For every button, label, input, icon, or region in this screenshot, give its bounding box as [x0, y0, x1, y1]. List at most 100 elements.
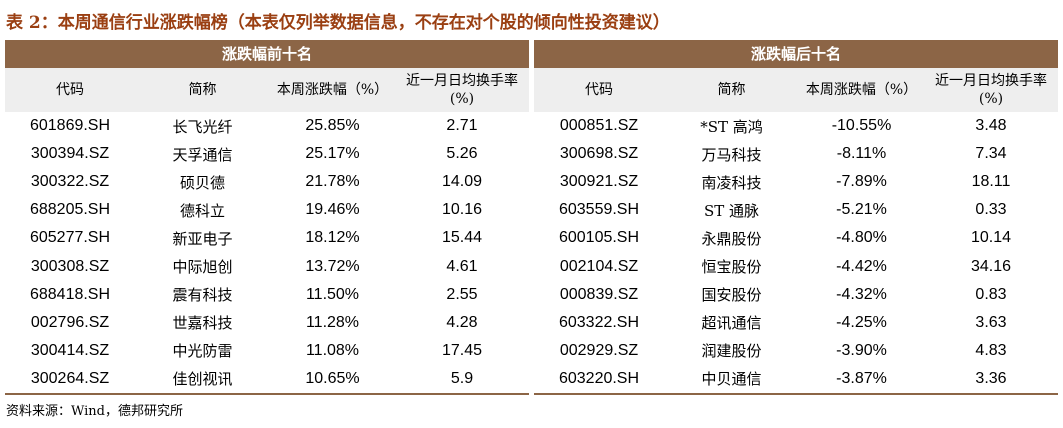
table-cell: 300322.SZ: [30, 173, 110, 191]
table-cell: 德科立: [179, 201, 225, 220]
table-row: 603220.SH 中贝通信 -3.87% 3.36: [534, 365, 1058, 393]
table-cell: 18.11: [971, 173, 1011, 191]
table-cell: 0.33: [975, 201, 1007, 219]
table-cell: 002796.SZ: [30, 313, 110, 331]
section-title: 涨跌幅后十名: [534, 40, 1058, 68]
table-cell: -4.80%: [836, 229, 887, 247]
table-cell: 佳创视讯: [172, 370, 233, 389]
table-cell: 603220.SH: [558, 369, 640, 387]
table-cell: 000851.SZ: [559, 117, 639, 135]
header-row: 代码 简称 本周涨跌幅（%） 近一月日均换手率(%): [534, 68, 1058, 112]
table-cell: -3.87%: [836, 369, 887, 387]
table-cell: 4.83: [975, 341, 1007, 359]
column-header: 本周涨跌幅（%）: [805, 82, 918, 98]
table-row: 000851.SZ *ST 高鸿 -10.55% 3.48: [534, 112, 1058, 140]
table-cell: -4.42%: [836, 257, 887, 275]
table-row: 002929.SZ 润建股份 -3.90% 4.83: [534, 337, 1058, 365]
table-row: 300264.SZ 佳创视讯 10.65% 5.9: [5, 365, 529, 393]
table-cell: 18.12%: [305, 229, 360, 247]
table-cell: 300308.SZ: [30, 257, 110, 275]
table-cell: 21.78%: [305, 173, 360, 191]
table-row: 300698.SZ 万马科技 -8.11% 7.34: [534, 140, 1058, 168]
table-cell: 4.28: [446, 313, 478, 331]
table-cell: 2.55: [446, 285, 478, 303]
table-cell: 中光防雷: [172, 342, 233, 361]
table-row: 603559.SH ST 通脉 -5.21% 0.33: [534, 196, 1058, 224]
column-header: 本周涨跌幅（%）: [276, 82, 389, 98]
table-cell: 新亚电子: [172, 229, 233, 248]
table-cell: 300394.SZ: [30, 145, 110, 163]
table-cell: 3.48: [975, 117, 1007, 135]
table-row: 002796.SZ 世嘉科技 11.28% 4.28: [5, 309, 529, 337]
table-cell: 605277.SH: [29, 229, 111, 247]
table-cell: *ST 高鸿: [700, 117, 763, 136]
table-cell: 000839.SZ: [559, 285, 639, 303]
table-cell: 25.85%: [305, 117, 360, 135]
table-title: 表 2：本周通信行业涨跌幅榜（本表仅列举数据信息，不存在对个股的倾向性投资建议）: [6, 13, 670, 33]
table-row: 300394.SZ 天孚通信 25.17% 5.26: [5, 140, 529, 168]
table-cell: 300921.SZ: [559, 173, 639, 191]
table-cell: 25.17%: [305, 145, 360, 163]
table-cell: 润建股份: [701, 342, 762, 361]
table-cell: 603322.SH: [558, 313, 640, 331]
table-row: 000839.SZ 国安股份 -4.32% 0.83: [534, 281, 1058, 309]
table-cell: 19.46%: [305, 201, 360, 219]
column-header: 近一月日均换手率(%): [406, 73, 518, 107]
table-cell: 601869.SH: [29, 117, 111, 135]
column-header: 近一月日均换手率(%): [935, 73, 1047, 107]
table-row: 601869.SH 长飞光纤 25.85% 2.71: [5, 112, 529, 140]
table-cell: -7.89%: [836, 173, 887, 191]
table-cell: 603559.SH: [558, 201, 640, 219]
table-cell: 10.65%: [305, 369, 360, 387]
table-cell: 10.16: [441, 201, 483, 219]
tables: 涨跌幅前十名 代码 简称 本周涨跌幅（%） 近一月日均换手率(%) 601869.SH 长飞…: [5, 40, 1058, 395]
table-cell: 南凌科技: [701, 173, 762, 192]
table-cell: 5.9: [450, 369, 474, 387]
table-row: 603322.SH 超讯通信 -4.25% 3.63: [534, 309, 1058, 337]
table-cell: 0.83: [975, 285, 1007, 303]
table-cell: 4.61: [446, 257, 478, 275]
table-cell: 7.34: [975, 145, 1007, 163]
table-cell: 11.08%: [305, 341, 360, 359]
table-cell: 002929.SZ: [559, 341, 639, 359]
table-body: 000851.SZ *ST 高鸿 -10.55% 3.48 300698.SZ 万马科技 -…: [534, 112, 1058, 395]
table-cell: 10.14: [970, 229, 1012, 247]
table-cell: 世嘉科技: [172, 314, 233, 333]
column-header: 简称: [717, 82, 746, 98]
table-cell: 3.63: [975, 313, 1007, 331]
table-cell: 300698.SZ: [559, 145, 639, 163]
section-title: 涨跌幅前十名: [5, 40, 529, 68]
table-cell: -3.90%: [836, 341, 887, 359]
table-cell: 2.71: [446, 117, 478, 135]
table-cell: -4.25%: [836, 313, 887, 331]
table-cell: 11.28%: [305, 313, 360, 331]
table-cell: 震有科技: [172, 286, 233, 305]
table-row: 600105.SH 永鼎股份 -4.80% 10.14: [534, 224, 1058, 252]
source-note: 资料来源：Wind，德邦研究所: [6, 404, 183, 419]
table-cell: 中贝通信: [701, 370, 762, 389]
table-row: 688418.SH 震有科技 11.50% 2.55: [5, 281, 529, 309]
table-cell: 15.44: [441, 229, 483, 247]
column-header: 代码: [585, 82, 613, 98]
table-cell: 688418.SH: [29, 285, 111, 303]
table-cell: 17.45: [441, 341, 483, 359]
table-cell: ST 通脉: [703, 201, 760, 220]
table-cell: -4.32%: [836, 285, 887, 303]
table-cell: 永鼎股份: [701, 229, 762, 248]
table-cell: 天孚通信: [172, 145, 233, 164]
column-header: 简称: [188, 82, 217, 98]
table-cell: 14.09: [441, 173, 483, 191]
table-cell: 超讯通信: [701, 314, 762, 333]
table-cell: 万马科技: [701, 145, 762, 164]
table-row: 300322.SZ 硕贝德 21.78% 14.09: [5, 168, 529, 196]
table-cell: 300414.SZ: [30, 341, 110, 359]
table-row: 605277.SH 新亚电子 18.12% 15.44: [5, 224, 529, 252]
table-cell: -5.21%: [836, 201, 887, 219]
header-row: 代码 简称 本周涨跌幅（%） 近一月日均换手率(%): [5, 68, 529, 112]
table-cell: -10.55%: [831, 117, 892, 135]
table-row: 300414.SZ 中光防雷 11.08% 17.45: [5, 337, 529, 365]
table-section: 涨跌幅前十名 代码 简称 本周涨跌幅（%） 近一月日均换手率(%) 601869.SH 长飞…: [5, 40, 529, 395]
table-cell: 硕贝德: [179, 173, 225, 192]
table-cell: 002104.SZ: [559, 257, 639, 275]
table-cell: 恒宝股份: [701, 258, 762, 277]
